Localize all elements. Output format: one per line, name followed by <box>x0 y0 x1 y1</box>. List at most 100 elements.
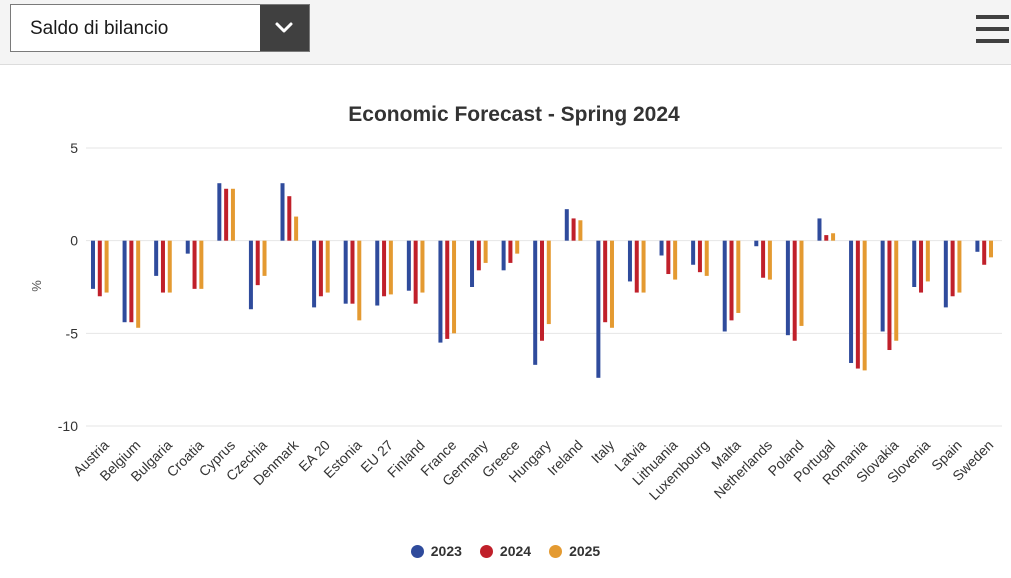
bar-2024-slovenia <box>919 240 924 293</box>
bar-2025-bulgaria <box>167 240 172 293</box>
bar-2023-denmark <box>280 183 285 241</box>
bar-2025-lithuania <box>673 240 678 280</box>
bar-2024-czechia <box>255 240 260 286</box>
bar-2023-eu-27 <box>375 240 380 306</box>
legend-marker <box>549 545 563 558</box>
legend-label: 2024 <box>499 543 532 559</box>
bar-2023-estonia <box>343 240 348 304</box>
bar-2023-ireland <box>564 209 569 241</box>
bar-2025-finland <box>420 240 425 293</box>
select-dropdown-button[interactable] <box>260 5 309 51</box>
indicator-select[interactable]: Saldo di bilancio <box>10 4 310 52</box>
bar-2023-malta <box>722 240 727 332</box>
bar-2025-greece <box>515 240 520 254</box>
bar-2023-austria <box>90 240 95 289</box>
bar-2024-malta <box>729 240 734 321</box>
bar-2025-slovakia <box>894 240 899 341</box>
y-tick-label: 0 <box>70 233 78 249</box>
bar-2025-poland <box>799 240 804 326</box>
bar-2024-eu-27 <box>382 240 387 297</box>
bar-2023-france <box>438 240 443 343</box>
bar-2024-portugal <box>824 235 829 241</box>
bar-2023-belgium <box>122 240 127 323</box>
bar-2025-portugal <box>831 233 836 241</box>
bar-2023-bulgaria <box>154 240 159 276</box>
bar-2025-austria <box>104 240 109 293</box>
x-tick-label: Ireland <box>544 437 586 479</box>
bar-2025-denmark <box>294 216 299 241</box>
legend-item-2025[interactable]: 2025 <box>549 543 600 559</box>
legend-item-2023[interactable]: 2023 <box>410 543 462 559</box>
bar-2023-greece <box>501 240 506 271</box>
bar-2024-finland <box>413 240 418 304</box>
bar-2025-sweden <box>989 240 994 258</box>
bar-2023-portugal <box>817 218 822 241</box>
bar-2024-cyprus <box>224 188 229 241</box>
bar-2023-slovenia <box>912 240 917 287</box>
legend-label: 2025 <box>569 543 601 559</box>
bar-2024-france <box>445 240 450 339</box>
bar-2025-netherlands <box>767 240 772 280</box>
bar-2024-slovakia <box>887 240 892 351</box>
bar-chart: Economic Forecast - Spring 202450-5-10%A… <box>29 103 1002 503</box>
bar-2025-czechia <box>262 240 267 276</box>
bar-2023-finland <box>406 240 411 291</box>
bar-2023-italy <box>596 240 601 378</box>
bar-2025-ea-20 <box>325 240 330 293</box>
legend-label: 2023 <box>430 543 462 559</box>
bar-2025-cyprus <box>230 188 235 241</box>
bar-2023-luxembourg <box>691 240 696 265</box>
bar-2025-romania <box>862 240 867 371</box>
bar-2025-ireland <box>578 220 583 241</box>
bar-2023-spain <box>943 240 948 308</box>
bar-2025-estonia <box>357 240 362 321</box>
bar-2023-hungary <box>533 240 538 365</box>
y-tick-label: -5 <box>66 325 79 341</box>
bar-2025-eu-27 <box>388 240 393 295</box>
bar-2024-estonia <box>350 240 355 304</box>
bar-2024-luxembourg <box>697 240 702 273</box>
bar-2025-italy <box>609 240 614 328</box>
bar-2024-romania <box>855 240 860 369</box>
bar-2024-hungary <box>540 240 544 341</box>
bar-2023-ea-20 <box>312 240 317 308</box>
bar-2025-latvia <box>641 240 646 293</box>
legend-marker <box>479 545 493 558</box>
bar-2025-luxembourg <box>704 240 709 276</box>
legend-item-2024[interactable]: 2024 <box>479 543 532 559</box>
top-bar: Saldo di bilancio <box>0 0 1011 65</box>
bar-2023-slovakia <box>880 240 885 332</box>
bar-2023-czechia <box>248 240 253 310</box>
bar-2024-netherlands <box>761 240 766 278</box>
bar-2024-sweden <box>982 240 987 265</box>
menu-line <box>976 39 1009 43</box>
legend-marker <box>410 545 424 558</box>
indicator-select-value: Saldo di bilancio <box>30 18 169 39</box>
bar-2024-italy <box>603 240 608 323</box>
hamburger-menu-icon[interactable] <box>976 15 1009 43</box>
bar-2023-netherlands <box>754 240 759 247</box>
bar-2024-germany <box>476 240 481 271</box>
menu-line <box>976 27 1009 31</box>
bar-2023-romania <box>849 240 854 363</box>
bar-2024-greece <box>508 240 513 263</box>
bar-2024-poland <box>792 240 797 341</box>
bar-2024-croatia <box>192 240 197 289</box>
menu-line <box>976 15 1009 19</box>
chevron-down-icon <box>275 22 293 33</box>
y-axis-label: % <box>29 280 44 292</box>
chart-legend: 2023 2024 2025 <box>0 543 1011 559</box>
y-tick-label: -10 <box>58 418 78 434</box>
bar-2025-slovenia <box>925 240 930 282</box>
bar-2025-hungary <box>546 240 551 325</box>
y-tick-label: 5 <box>70 140 78 156</box>
chart-title: Economic Forecast - Spring 2024 <box>348 103 680 126</box>
bar-2025-france <box>452 240 457 334</box>
bar-2023-germany <box>470 240 475 287</box>
bar-2023-croatia <box>185 240 190 254</box>
bar-2023-poland <box>785 240 790 336</box>
bar-2025-germany <box>483 240 488 263</box>
bar-2025-belgium <box>136 240 141 328</box>
bar-2023-cyprus <box>217 183 222 241</box>
bar-2025-malta <box>736 240 741 313</box>
